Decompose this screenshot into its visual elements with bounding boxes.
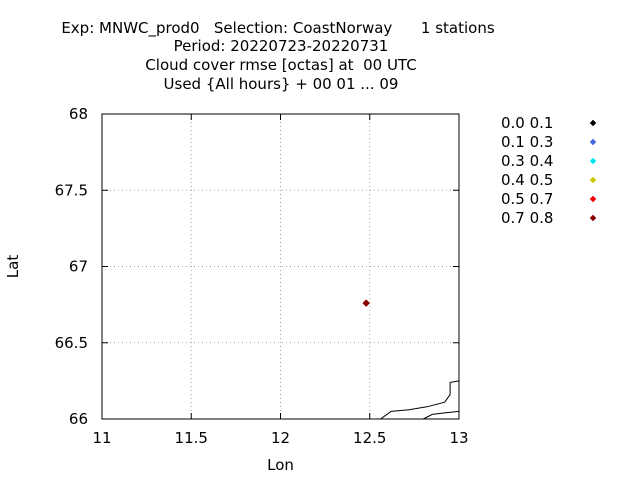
title-line: Cloud cover rmse [octas] at 00 UTC bbox=[145, 56, 416, 74]
y-axis-label: Lat bbox=[4, 255, 22, 279]
legend-label: 0.1 0.3 bbox=[501, 133, 553, 151]
grid bbox=[102, 114, 459, 419]
x-axis-label: Lon bbox=[267, 456, 294, 474]
y-axis: 66 66.5 67 67.5 68 bbox=[55, 105, 459, 428]
y-tick-label: 66 bbox=[69, 410, 88, 428]
coastline-segment bbox=[380, 380, 460, 420]
legend-marker bbox=[589, 195, 597, 203]
legend-marker bbox=[589, 138, 597, 146]
y-tick-label: 68 bbox=[69, 105, 88, 123]
coastline bbox=[380, 380, 460, 420]
legend-marker bbox=[589, 119, 597, 127]
legend-label: 0.0 0.1 bbox=[501, 114, 553, 132]
coastline-segment bbox=[423, 410, 460, 420]
legend-label: 0.4 0.5 bbox=[501, 171, 553, 189]
x-tick-label: 12 bbox=[271, 429, 290, 447]
chart-title: Exp: MNWC_prod0 Selection: CoastNorway 1… bbox=[61, 19, 495, 93]
data-points bbox=[362, 299, 371, 307]
legend-label: 0.5 0.7 bbox=[501, 190, 553, 208]
y-tick-label: 67.5 bbox=[55, 181, 88, 199]
x-tick-label: 11 bbox=[92, 429, 111, 447]
legend-label: 0.3 0.4 bbox=[501, 152, 553, 170]
station-point bbox=[362, 299, 371, 307]
x-axis: 11 11.5 12 12.5 13 bbox=[92, 114, 469, 447]
legend-label: 0.7 0.8 bbox=[501, 209, 553, 227]
title-line: Period: 20220723-20220731 bbox=[174, 37, 389, 55]
legend-marker bbox=[589, 214, 597, 222]
x-tick-label: 12.5 bbox=[353, 429, 386, 447]
legend: 0.0 0.10.1 0.30.3 0.40.4 0.50.5 0.70.7 0… bbox=[501, 114, 597, 227]
title-line: Used {All hours} + 00 01 ... 09 bbox=[164, 75, 399, 93]
legend-marker bbox=[589, 157, 597, 165]
x-tick-label: 11.5 bbox=[175, 429, 208, 447]
x-tick-label: 13 bbox=[449, 429, 468, 447]
legend-marker bbox=[589, 176, 597, 184]
title-line: Exp: MNWC_prod0 Selection: CoastNorway 1… bbox=[61, 19, 495, 38]
y-tick-label: 67 bbox=[69, 258, 88, 276]
y-tick-label: 66.5 bbox=[55, 334, 88, 352]
